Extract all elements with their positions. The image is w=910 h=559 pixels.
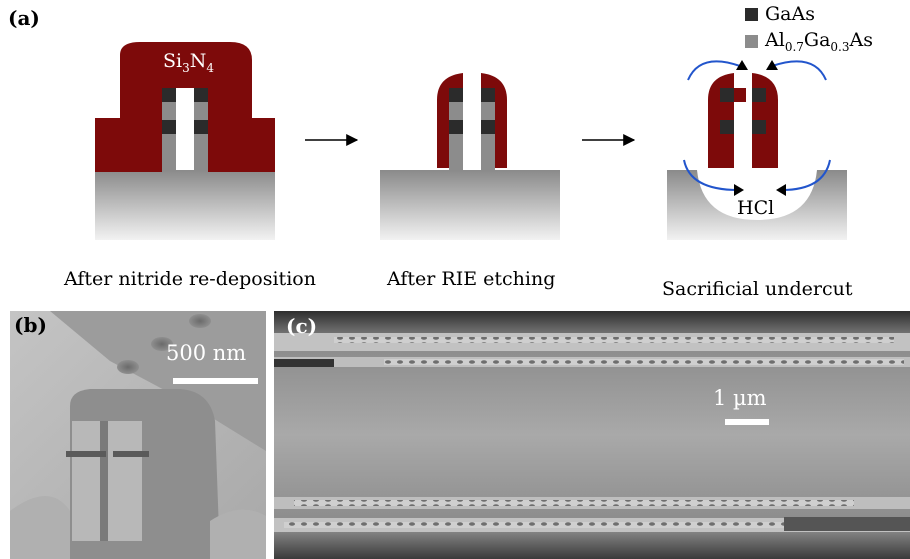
etchant-flow-arrows [683, 60, 831, 191]
step1-structure [95, 42, 275, 240]
schematic-panel-a [95, 8, 847, 240]
panel-b-label: (b) [14, 313, 47, 337]
sem-image-b [10, 311, 266, 559]
etchant-label: HCl [737, 197, 775, 219]
step2-structure [380, 73, 560, 240]
legend-gaas-label: GaAs [765, 3, 815, 25]
caption-step-3: Sacrificial undercut [662, 278, 853, 300]
legend-swatch-algaas [745, 35, 758, 48]
scale-bar-b-label: 500 nm [166, 341, 247, 365]
scale-bar-c-label: 1 µm [713, 386, 767, 410]
panel-c-label: (c) [286, 314, 318, 338]
caption-step-1: After nitride re-deposition [64, 268, 316, 290]
sem-image-c [274, 311, 910, 559]
step3-structure [667, 73, 847, 240]
panel-a-label: (a) [8, 6, 40, 30]
caption-step-2: After RIE etching [387, 268, 556, 290]
legend-algaas-label: Al0.7Ga0.3As [765, 29, 873, 54]
nitride-label: Si3N4 [163, 50, 214, 75]
legend-swatch-gaas [745, 8, 758, 21]
